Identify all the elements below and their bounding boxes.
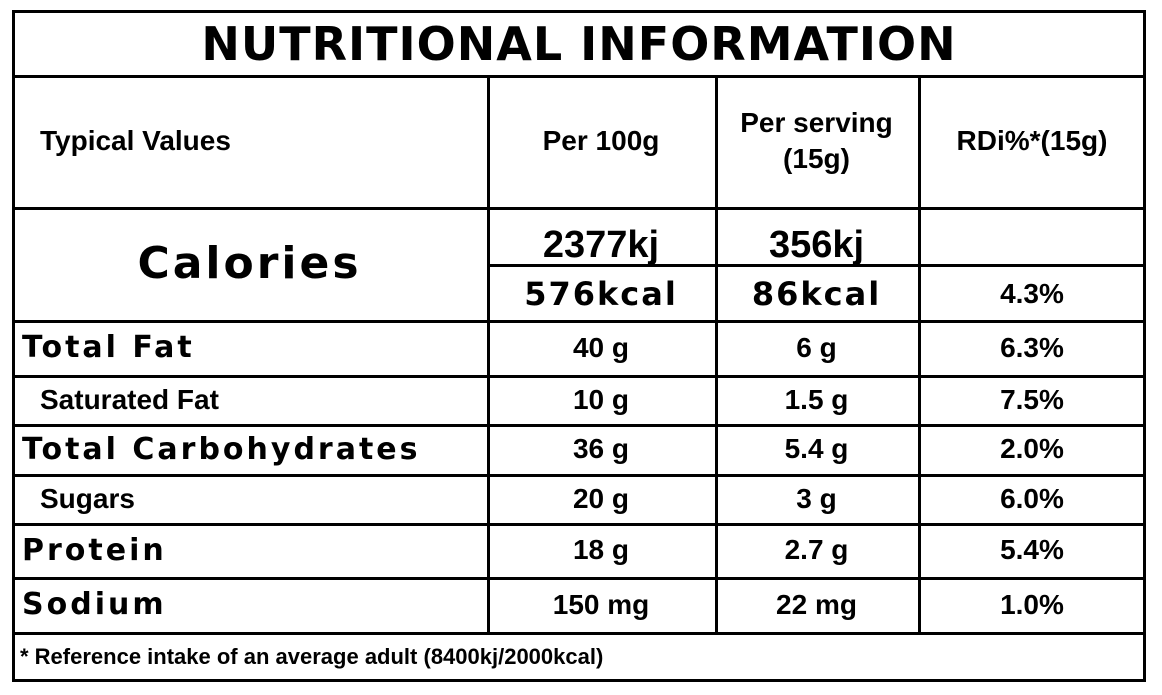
kj-value: 356kj — [768, 224, 865, 266]
nutrient-value: 1.0% — [1000, 588, 1064, 620]
kcal-value: 4.3% — [1000, 277, 1064, 309]
rule — [12, 375, 1146, 378]
nutrient-name: Total Carbohydrates — [22, 431, 421, 467]
nutrient-value: 40 g — [572, 331, 630, 363]
title: NUTRITIONAL INFORMATION — [201, 16, 957, 71]
nutrient-name: Protein — [22, 532, 167, 568]
nutrient-name: Total Fat — [22, 330, 195, 365]
header-cell: Per serving (15g) — [740, 106, 893, 174]
kcal-value: 576kcal — [524, 274, 678, 313]
calories-label: Calories — [137, 238, 362, 289]
rule — [12, 320, 1146, 323]
nutrient-value: 6.3% — [1000, 331, 1064, 363]
kcal-value: 86kcal — [751, 274, 882, 313]
header-cell: RDi%*(15g) — [956, 125, 1108, 156]
rule — [12, 577, 1146, 580]
nutrient-name: Sugars — [40, 482, 135, 514]
nutrient-value: 22 mg — [776, 588, 857, 620]
rule — [12, 632, 1146, 635]
rule — [487, 264, 1146, 267]
nutrient-value: 10 g — [572, 383, 630, 415]
nutrient-value: 20 g — [572, 482, 630, 514]
rule — [12, 523, 1146, 526]
rule — [12, 10, 15, 682]
nutrient-value: 7.5% — [1000, 383, 1064, 415]
rule — [918, 75, 921, 632]
nutrient-value: 2.7 g — [784, 534, 849, 565]
rule — [1143, 10, 1146, 682]
rule — [12, 424, 1146, 427]
rule — [12, 474, 1146, 477]
rule — [12, 10, 1146, 13]
nutrient-value: 6.0% — [1000, 482, 1064, 514]
header-cell: Per 100g — [542, 125, 660, 156]
nutrient-value: 6 g — [796, 331, 837, 363]
rule — [12, 679, 1146, 682]
rule — [12, 207, 1146, 210]
footnote: * Reference intake of an average adult (… — [20, 644, 604, 669]
nutrient-value: 1.5 g — [784, 383, 849, 415]
nutrient-name: Saturated Fat — [40, 383, 219, 415]
nutrient-value: 3 g — [796, 482, 837, 514]
rule — [715, 75, 718, 632]
nutrient-value: 5.4 g — [784, 433, 849, 464]
kj-value: 2377kj — [542, 224, 660, 266]
nutrient-value: 150 mg — [552, 588, 650, 620]
nutrient-value: 2.0% — [1000, 433, 1064, 464]
nutrient-value: 5.4% — [1000, 534, 1064, 565]
header-cell: Typical Values — [40, 125, 231, 156]
rule — [12, 75, 1146, 78]
nutrient-value: 36 g — [572, 433, 630, 464]
nutrient-value: 18 g — [572, 534, 630, 565]
nutrient-name: Sodium — [22, 587, 167, 622]
rule — [487, 75, 490, 632]
